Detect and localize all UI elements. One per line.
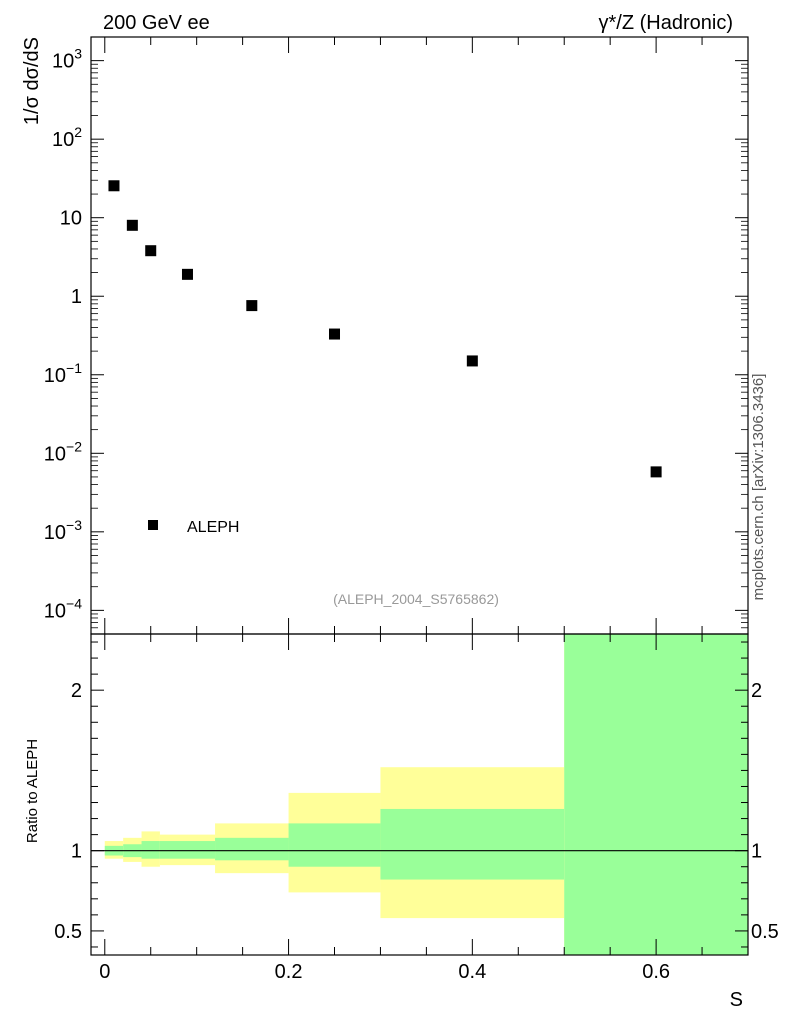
ratio-band-inner-3	[159, 841, 216, 859]
x-axis-label: S	[730, 989, 743, 1011]
main-y-tick-label: 1	[71, 286, 82, 308]
data-point-aleph	[466, 355, 478, 367]
data-point-aleph	[145, 245, 157, 257]
data-point-aleph	[126, 219, 138, 231]
data-point-aleph	[329, 328, 341, 340]
ratio-band-inner-2	[141, 841, 160, 859]
ratio-y-tick-label-right: 1	[751, 841, 762, 863]
main-y-tick-label: 10−4	[44, 595, 82, 622]
main-y-tick-label: 103	[52, 46, 82, 73]
ratio-y-tick-label-right: 2	[751, 680, 762, 702]
legend-marker-aleph	[148, 520, 158, 530]
main-plot-frame	[90, 36, 749, 635]
ratio-y-tick-label: 1	[71, 841, 82, 863]
analysis-id-label: (ALEPH_2004_S5765862)	[333, 591, 499, 607]
ratio-y-tick-label-right: 0.5	[751, 921, 779, 943]
x-tick-label: 0.4	[458, 961, 486, 983]
data-point-aleph	[181, 268, 193, 280]
main-y-tick-label: 10	[60, 208, 82, 230]
ratio-band-inner-7	[564, 634, 748, 955]
ratio-band-inner-5	[288, 823, 381, 867]
ratio-band-inner-6	[380, 808, 565, 880]
ratio-y-tick-label: 2	[71, 680, 82, 702]
main-y-tick-label: 10−3	[44, 517, 82, 544]
side-label: mcplots.cern.ch [arXiv:1306.3436]	[750, 374, 767, 601]
ratio-y-tick-label: 0.5	[54, 921, 82, 943]
x-tick-label: 0.6	[642, 961, 670, 983]
main-y-tick-label: 102	[52, 124, 82, 151]
x-tick-label: 0	[99, 961, 110, 983]
main-y-axis-label: 1/σ dσ/dS	[21, 37, 43, 125]
ratio-band-inner-4	[215, 837, 289, 861]
header-right-label: γ*/Z (Hadronic)	[599, 12, 733, 34]
header-left-label: 200 GeV ee	[103, 12, 210, 34]
main-y-tick-label: 10−2	[44, 438, 82, 465]
legend-label-aleph: ALEPH	[187, 519, 239, 536]
ratio-y-axis-label: Ratio to ALEPH	[24, 739, 41, 843]
x-tick-label: 0.2	[275, 961, 303, 983]
data-point-aleph	[246, 300, 258, 312]
data-point-aleph	[108, 180, 120, 192]
main-y-tick-label: 10−1	[44, 360, 82, 387]
data-point-aleph	[650, 466, 662, 478]
